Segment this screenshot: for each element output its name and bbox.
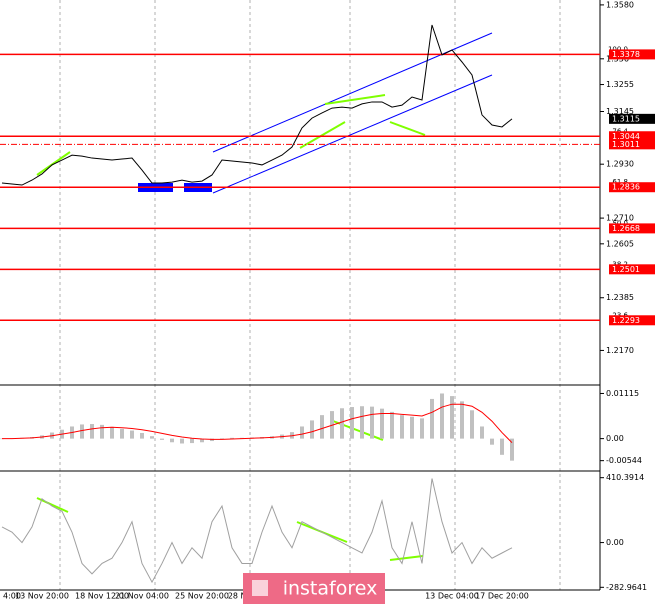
histogram-bar — [130, 430, 134, 439]
x-tick-label: 17 Dec 20:00 — [475, 592, 529, 601]
y-tick-label: 0.01115 — [606, 389, 639, 398]
divergence-line — [299, 121, 346, 149]
histogram-bar — [510, 438, 514, 461]
price-box — [609, 139, 655, 150]
annotations — [36, 32, 493, 561]
histogram-bar — [220, 438, 224, 439]
histogram-bar — [110, 426, 114, 439]
price-box-label: 1.2668 — [612, 224, 640, 233]
price-box-label: 1.3378 — [612, 50, 640, 59]
price-box-label: 1.2501 — [612, 265, 640, 274]
price-box — [609, 49, 655, 60]
y-tick-label: 1.3255 — [606, 80, 634, 89]
histogram-bar — [410, 416, 414, 439]
price-box — [609, 131, 655, 142]
y-tick-label: 1.2385 — [606, 293, 634, 302]
series-line — [2, 403, 513, 444]
channel-line — [212, 74, 493, 194]
histogram-bar — [140, 432, 144, 439]
x-tick-label: 13 Nov 20:00 — [15, 592, 69, 601]
histogram-bar — [390, 411, 394, 439]
price-box — [609, 223, 655, 234]
histogram-bar — [320, 415, 324, 439]
y-tick-label: 1.2710 — [606, 214, 634, 223]
x-tick-label: 4:00 — [3, 592, 21, 601]
y-tick-label: -0.00544 — [606, 456, 642, 465]
divergence-line — [36, 497, 69, 513]
grid — [59, 0, 561, 590]
price-box — [609, 182, 655, 193]
y-tick-label: 1.2605 — [606, 239, 634, 248]
current-price-label: 1.3115 — [612, 114, 640, 123]
histogram-bar — [180, 438, 184, 444]
histogram-bar — [230, 437, 234, 439]
histogram-bar — [420, 418, 424, 439]
y-tick-label: 410.3914 — [606, 473, 644, 482]
histogram-bar — [350, 407, 354, 439]
divergence-line — [389, 121, 426, 136]
series-line — [1, 478, 513, 584]
y-tick-label: 0.00 — [606, 538, 624, 547]
watermark: instaforex — [283, 578, 378, 600]
y-tick-label: 1.2930 — [606, 160, 634, 169]
watermark-icon — [252, 580, 268, 596]
divergence-line — [36, 151, 71, 176]
histogram-bar — [490, 438, 494, 445]
price-box-label: 1.2293 — [612, 316, 640, 325]
price-box-label: 1.3011 — [612, 140, 640, 149]
histogram-bar — [450, 396, 454, 439]
histogram-bar — [480, 426, 484, 439]
histogram-bar — [370, 406, 374, 439]
histogram-bar — [430, 398, 434, 439]
y-tick-label: 1.3580 — [606, 0, 634, 9]
series-line — [1, 24, 513, 186]
divergence-line — [324, 94, 386, 105]
y-tick-label: 1.3145 — [606, 107, 634, 116]
histogram-bar — [460, 401, 464, 439]
y-tick-label: -282.9641 — [606, 583, 647, 592]
current-price-box — [609, 113, 655, 124]
histogram-bar — [340, 408, 344, 439]
x-tick-label: 18 Nov 12:00 — [75, 592, 129, 601]
histogram-bar — [470, 410, 474, 439]
y-tick-label: 1.2170 — [606, 346, 634, 355]
histogram-bar — [190, 438, 194, 444]
histogram-bar — [380, 408, 384, 439]
y-tick-label: 0.00 — [606, 434, 624, 443]
histogram-bar — [440, 393, 444, 439]
histogram-bar — [90, 424, 94, 439]
x-tick-label: 28 Nov — [228, 592, 257, 601]
histogram-bar — [400, 415, 404, 439]
divergence-line — [389, 555, 424, 561]
histogram-bar — [300, 426, 304, 439]
histogram-bar — [500, 438, 504, 455]
histogram-bar — [160, 438, 164, 440]
histogram-bar — [360, 406, 364, 439]
price-box — [609, 264, 655, 275]
x-tick-label: 21 Nov 04:00 — [115, 592, 169, 601]
histogram-bar — [80, 424, 84, 439]
x-tick-label: 13 Dec 04:00 — [425, 592, 479, 601]
price-box-label: 1.3044 — [612, 132, 640, 141]
histogram-bar — [310, 420, 314, 439]
price-box-label: 1.2836 — [612, 183, 640, 192]
histogram-bar — [150, 436, 154, 439]
histogram-bar — [170, 438, 174, 443]
histogram-bar — [200, 438, 204, 443]
x-tick-label: 25 Nov 20:00 — [175, 592, 229, 601]
price-box — [609, 315, 655, 326]
histogram-bar — [100, 424, 104, 439]
histogram-bar — [120, 428, 124, 439]
